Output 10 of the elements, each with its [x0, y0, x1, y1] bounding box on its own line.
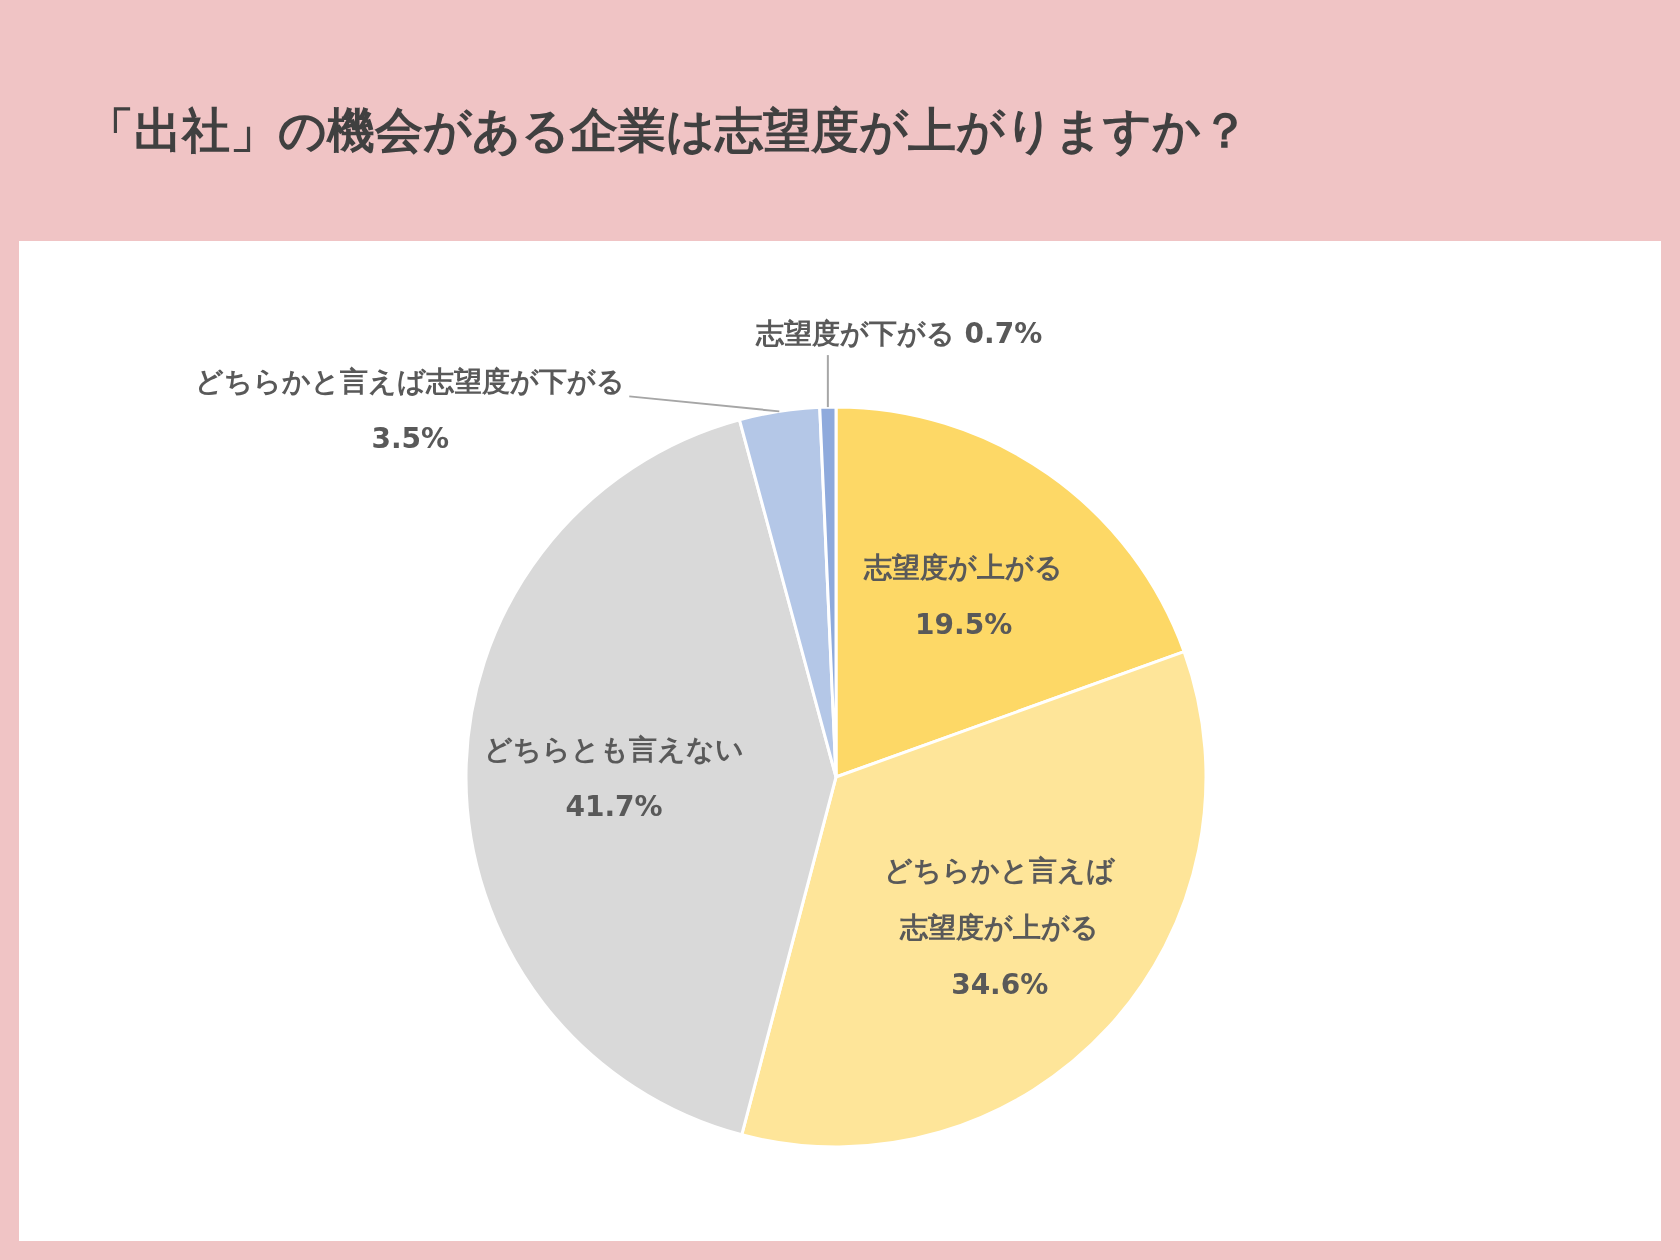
slice-label: 志望度が上がる [863, 550, 1064, 584]
data-label: 3.5% [371, 422, 450, 456]
data-label: 19.5% [915, 607, 1013, 641]
slice-label: どちらかと言えば志望度が上がる [884, 853, 1117, 944]
data-label: 41.7% [565, 790, 663, 824]
chart-title: 「出社」の機会がある企業は志望度が上がりますか？ [86, 102, 1249, 158]
data-label: 34.6% [951, 967, 1049, 1001]
slice-label: どちらかと言えば志望度が下がる [195, 365, 626, 399]
slice-label: 志望度が下がる 0.7% [754, 317, 1043, 351]
slice-label: どちらとも言えない [484, 733, 744, 767]
